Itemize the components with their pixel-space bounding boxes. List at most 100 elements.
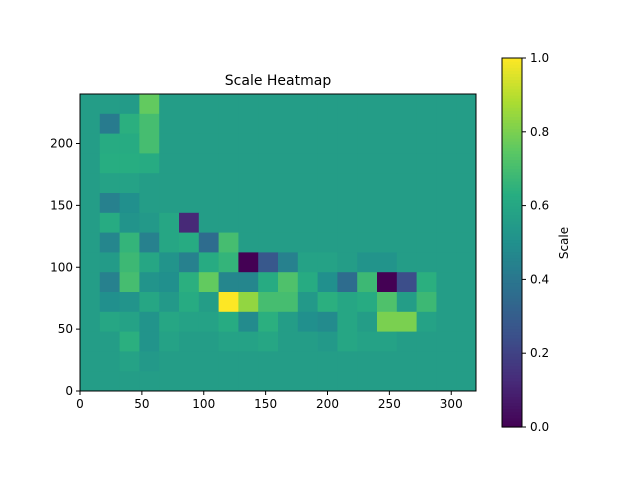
colorbar-label: Scale bbox=[557, 227, 571, 259]
heatmap-cell bbox=[416, 311, 437, 332]
colorbar-segment bbox=[502, 340, 522, 345]
heatmap-cell bbox=[297, 232, 318, 253]
heatmap-cell bbox=[337, 193, 358, 214]
heatmap-cell bbox=[357, 371, 378, 392]
colorbar-segment bbox=[502, 304, 522, 308]
heatmap-cell bbox=[258, 272, 279, 293]
heatmap-cell bbox=[99, 272, 120, 293]
heatmap-cell bbox=[159, 193, 180, 214]
colorbar-segment bbox=[502, 85, 522, 90]
heatmap-cell bbox=[179, 331, 200, 352]
heatmap-cell bbox=[99, 212, 120, 233]
colorbar-segment bbox=[502, 202, 522, 207]
heatmap-cell bbox=[317, 173, 338, 194]
heatmap-cell bbox=[436, 212, 457, 233]
heatmap-cell bbox=[278, 212, 299, 233]
heatmap-cell bbox=[139, 351, 160, 372]
heatmap-cell bbox=[198, 193, 219, 214]
heatmap-cell bbox=[218, 371, 239, 392]
colorbar-segment bbox=[502, 137, 522, 142]
colorbar-tick-label: 0.6 bbox=[530, 199, 549, 213]
colorbar-segment bbox=[502, 174, 522, 179]
heatmap-cell bbox=[278, 173, 299, 194]
x-tick-label: 200 bbox=[316, 397, 339, 411]
heatmap-cell bbox=[278, 153, 299, 174]
heatmap-cell bbox=[238, 351, 259, 372]
colorbar-segment bbox=[502, 408, 522, 413]
heatmap-cell bbox=[218, 212, 239, 233]
heatmap-cell bbox=[337, 173, 358, 194]
heatmap-cell bbox=[416, 331, 437, 352]
heatmap-cell bbox=[198, 153, 219, 174]
heatmap-cell bbox=[396, 232, 417, 253]
colorbar-segment bbox=[502, 291, 522, 296]
heatmap-cell bbox=[258, 113, 279, 134]
heatmap-cell bbox=[238, 311, 259, 332]
colorbar-segment bbox=[502, 405, 522, 410]
heatmap-cell bbox=[218, 153, 239, 174]
heatmap-cell bbox=[456, 193, 477, 214]
heatmap-cell bbox=[297, 272, 318, 293]
heatmap-cell bbox=[99, 173, 120, 194]
heatmap-cell bbox=[416, 133, 437, 154]
colorbar-segment bbox=[502, 156, 522, 161]
colorbar-segment bbox=[502, 411, 522, 416]
heatmap-cell bbox=[258, 252, 279, 273]
colorbar-segment bbox=[502, 214, 522, 219]
heatmap-cell bbox=[159, 351, 180, 372]
heatmap-cell bbox=[198, 292, 219, 313]
heatmap-cell bbox=[317, 113, 338, 134]
heatmap-cell bbox=[357, 113, 378, 134]
colorbar-segment bbox=[502, 390, 522, 394]
colorbar-segment bbox=[502, 279, 522, 284]
colorbar-segment bbox=[502, 257, 522, 262]
heatmap-cell bbox=[436, 331, 457, 352]
colorbar-segment bbox=[502, 184, 522, 188]
heatmap-cell bbox=[99, 351, 120, 372]
heatmap-cell bbox=[80, 351, 101, 372]
heatmap-cell bbox=[297, 351, 318, 372]
heatmap-cell bbox=[396, 351, 417, 372]
heatmap-cell bbox=[238, 133, 259, 154]
colorbar-segment bbox=[502, 417, 522, 422]
colorbar-segment bbox=[502, 165, 522, 170]
heatmap-cell bbox=[258, 371, 279, 392]
heatmap-cell bbox=[99, 193, 120, 214]
heatmap-cell bbox=[377, 292, 398, 313]
heatmap-cell bbox=[179, 173, 200, 194]
colorbar-segment bbox=[502, 196, 522, 201]
heatmap-cell bbox=[159, 153, 180, 174]
heatmap-cell bbox=[436, 232, 457, 253]
heatmap-cell bbox=[278, 232, 299, 253]
colorbar-segment bbox=[502, 420, 522, 425]
heatmap-cell bbox=[119, 252, 140, 273]
heatmap-cell bbox=[198, 331, 219, 352]
heatmap-cell bbox=[317, 371, 338, 392]
heatmap-cell bbox=[337, 94, 358, 115]
heatmap-cell bbox=[357, 133, 378, 154]
heatmap-cell bbox=[357, 351, 378, 372]
colorbar-segment bbox=[502, 423, 522, 428]
heatmap-cell bbox=[337, 212, 358, 233]
heatmap-cell bbox=[80, 272, 101, 293]
heatmap-cell bbox=[159, 292, 180, 313]
colorbar-segment bbox=[502, 316, 522, 320]
heatmap-cell bbox=[159, 212, 180, 233]
heatmap-cell bbox=[337, 292, 358, 313]
x-tick-label: 0 bbox=[76, 397, 84, 411]
heatmap-cell bbox=[357, 212, 378, 233]
heatmap-cell bbox=[139, 232, 160, 253]
heatmap-cell bbox=[456, 212, 477, 233]
heatmap-cell bbox=[99, 133, 120, 154]
colorbar-segment bbox=[502, 414, 522, 419]
colorbar-segment bbox=[502, 220, 522, 225]
colorbar-segment bbox=[502, 350, 522, 354]
heatmap-cell bbox=[396, 311, 417, 332]
heatmap-cell bbox=[238, 292, 259, 313]
heatmap-cell bbox=[198, 94, 219, 115]
heatmap-cell bbox=[139, 173, 160, 194]
heatmap-cell bbox=[317, 153, 338, 174]
heatmap-cell bbox=[198, 173, 219, 194]
heatmap-cell bbox=[179, 272, 200, 293]
heatmap-cell bbox=[456, 351, 477, 372]
